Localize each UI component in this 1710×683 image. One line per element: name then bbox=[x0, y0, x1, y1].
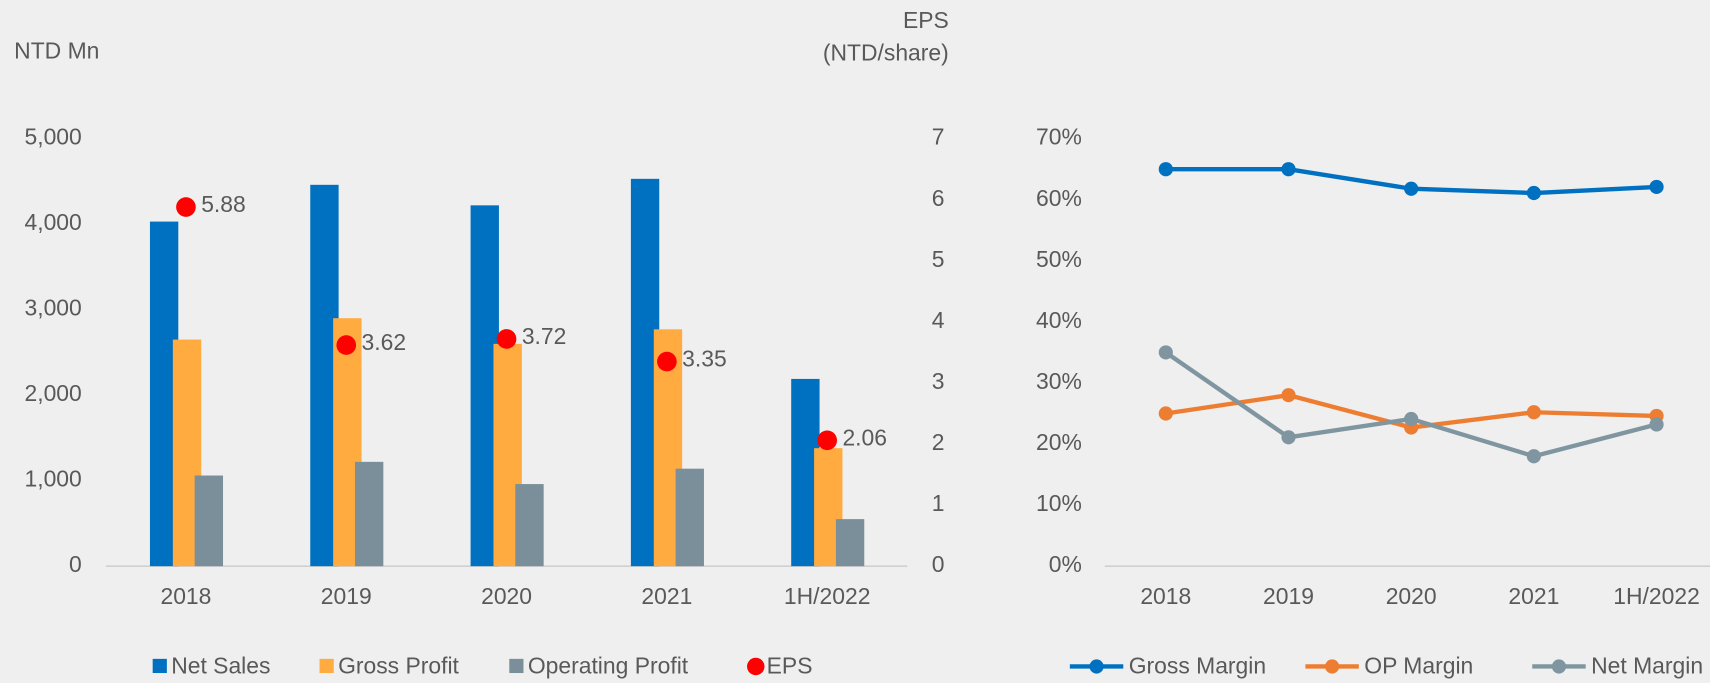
y-tick-label: 0% bbox=[1049, 551, 1082, 577]
point bbox=[1281, 430, 1296, 445]
y-tick-label: 20% bbox=[1036, 429, 1082, 455]
y-tick-label: 30% bbox=[1036, 368, 1082, 394]
legend-label: OP Margin bbox=[1364, 653, 1473, 679]
x-tick-label: 1H/2022 bbox=[784, 583, 871, 609]
y-tick-label: 4,000 bbox=[24, 209, 81, 235]
legend-marker bbox=[747, 657, 765, 676]
point bbox=[1649, 179, 1664, 194]
eps-point bbox=[176, 197, 196, 217]
y-tick-label: 50% bbox=[1036, 246, 1082, 272]
data-label: 2.06 bbox=[842, 424, 887, 450]
x-tick-label: 2018 bbox=[160, 583, 211, 609]
point bbox=[1526, 405, 1541, 420]
y2-tick-label: 0 bbox=[932, 551, 945, 577]
point bbox=[1281, 162, 1296, 177]
legend-label: EPS bbox=[767, 653, 813, 679]
data-label: 3.35 bbox=[682, 346, 727, 372]
x-tick-label: 2020 bbox=[1386, 583, 1437, 609]
point bbox=[1158, 406, 1173, 421]
legend-label: Gross Margin bbox=[1129, 653, 1266, 679]
point bbox=[1404, 411, 1419, 427]
y-tick-label: 5,000 bbox=[24, 124, 81, 150]
bar bbox=[354, 461, 384, 567]
y2-tick-label: 3 bbox=[932, 368, 945, 394]
y2-tick-label: 7 bbox=[932, 124, 945, 150]
eps-point bbox=[657, 351, 677, 372]
point bbox=[1281, 388, 1296, 403]
x-tick-label: 2020 bbox=[481, 583, 532, 609]
point bbox=[1404, 181, 1419, 196]
y-tick-label: 2,000 bbox=[24, 380, 81, 406]
x-tick-label: 2021 bbox=[641, 583, 692, 609]
y-tick-label: 70% bbox=[1036, 124, 1082, 150]
legend-label: Gross Profit bbox=[338, 653, 459, 679]
point bbox=[1158, 162, 1173, 177]
y-axis-title: NTD Mn bbox=[14, 38, 99, 64]
x-tick-label: 2018 bbox=[1140, 583, 1191, 609]
data-label: 3.72 bbox=[522, 323, 567, 349]
y2-tick-label: 1 bbox=[932, 490, 945, 516]
point bbox=[1526, 449, 1541, 464]
eps-point bbox=[336, 335, 357, 355]
legend-marker bbox=[1089, 659, 1104, 674]
y2-tick-label: 2 bbox=[932, 429, 945, 455]
x-tick-label: 2019 bbox=[1263, 583, 1314, 609]
y2-tick-label: 4 bbox=[932, 307, 945, 333]
x-tick-label: 2021 bbox=[1508, 583, 1559, 609]
legend-marker bbox=[319, 658, 334, 674]
eps-point bbox=[496, 329, 517, 349]
y2-axis-title: EPS bbox=[903, 7, 949, 33]
legend-marker bbox=[152, 658, 167, 674]
data-label: 5.88 bbox=[201, 191, 246, 217]
legend-label: Net Margin bbox=[1591, 653, 1703, 679]
bar bbox=[675, 468, 704, 567]
y-tick-label: 10% bbox=[1036, 490, 1082, 516]
point bbox=[1649, 417, 1664, 432]
x-tick-label: 1H/2022 bbox=[1613, 583, 1700, 609]
point bbox=[1158, 345, 1173, 360]
y-tick-label: 1,000 bbox=[24, 466, 81, 492]
y2-axis-title: (NTD/share) bbox=[823, 40, 949, 66]
legend-marker bbox=[509, 658, 524, 674]
legend-label: Operating Profit bbox=[528, 653, 689, 679]
y-tick-label: 60% bbox=[1036, 185, 1082, 211]
legend-label: Net Sales bbox=[171, 653, 270, 679]
legend-marker bbox=[1325, 659, 1340, 674]
bar bbox=[835, 519, 865, 567]
y-tick-label: 3,000 bbox=[24, 295, 81, 321]
data-label: 3.62 bbox=[362, 329, 407, 355]
y-tick-label: 40% bbox=[1036, 307, 1082, 333]
x-tick-label: 2019 bbox=[321, 583, 372, 609]
point bbox=[1526, 185, 1541, 201]
y2-tick-label: 6 bbox=[932, 185, 945, 211]
legend-marker bbox=[1551, 659, 1567, 674]
bar bbox=[194, 475, 224, 567]
bar bbox=[515, 484, 544, 567]
y2-tick-label: 5 bbox=[932, 246, 945, 272]
eps-point bbox=[817, 430, 838, 451]
y-tick-label: 0 bbox=[69, 551, 82, 577]
